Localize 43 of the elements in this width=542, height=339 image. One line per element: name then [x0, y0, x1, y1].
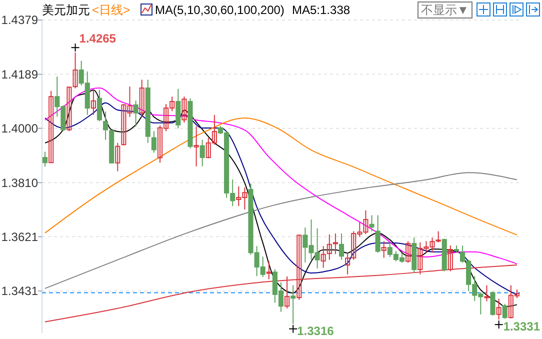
y-tick-label: 1.4189: [1, 68, 38, 82]
annotation: 1.3331: [503, 320, 540, 334]
candlestick: [182, 96, 187, 124]
chart-subtitle: <日线>: [92, 3, 130, 17]
candlestick: [406, 240, 411, 264]
y-tick-label: 1.3810: [1, 176, 38, 190]
chart-title: 美元加元: [42, 3, 90, 17]
candlestick: [381, 240, 386, 258]
text: 不显示▼: [421, 3, 469, 17]
candlestick: [151, 130, 156, 154]
candlestick: [332, 233, 338, 255]
y-tick-label: 1.4379: [1, 13, 38, 28]
candlestick: [194, 126, 199, 167]
y-tick-label: 1.4000: [1, 122, 38, 136]
line-series: [44, 118, 518, 236]
candlestick: [369, 214, 374, 232]
candlestick: [320, 246, 326, 268]
candlestick: [338, 233, 344, 260]
annotation: 1.3316: [297, 324, 334, 338]
candlestick: [90, 89, 96, 116]
candlestick: [326, 234, 332, 260]
candlestick: [496, 298, 502, 320]
annotation: 1.4265: [79, 32, 116, 46]
candlestick: [490, 291, 496, 316]
candlestick: [48, 90, 54, 164]
candlestick: [133, 100, 138, 128]
line-series: [44, 88, 518, 264]
candlestick: [96, 89, 102, 122]
candlestick: [139, 79, 144, 118]
y-tick-label: 1.3621: [1, 230, 38, 244]
candlestick: [375, 214, 380, 254]
candlestick: [290, 284, 296, 324]
line-series: [44, 172, 518, 289]
candlestick: [284, 276, 290, 309]
candlestick: [484, 284, 490, 302]
candlestick: [200, 139, 205, 167]
y-tick-label: 1.3431: [1, 284, 38, 298]
candlestick: [176, 88, 181, 129]
candlestick: [42, 151, 48, 168]
legend-title: MA(5,10,30,60,100,200): [155, 3, 284, 17]
candlestick: [502, 303, 508, 320]
text: MA5:1.338: [292, 3, 350, 17]
candlestick: [115, 142, 120, 172]
